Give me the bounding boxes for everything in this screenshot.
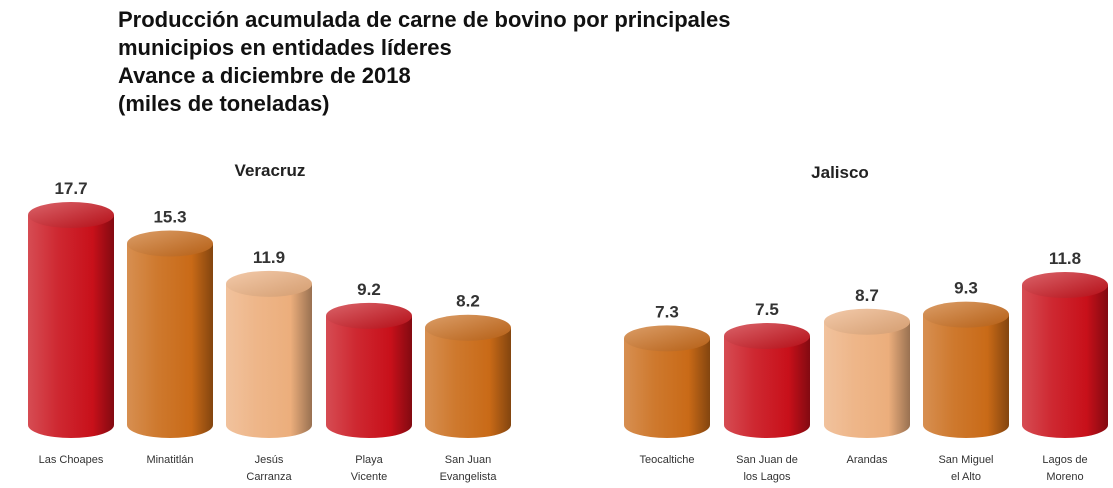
bar — [824, 308, 910, 438]
value-label: 7.5 — [755, 300, 779, 319]
bar — [425, 314, 511, 438]
bar-body — [127, 243, 213, 438]
bar-top — [724, 323, 810, 350]
value-label: 9.2 — [357, 280, 381, 299]
bar-body — [226, 283, 312, 438]
bar — [624, 325, 710, 438]
value-label: 15.3 — [153, 207, 186, 226]
bar — [1022, 272, 1108, 438]
bar-top — [425, 314, 511, 341]
bar-body — [425, 327, 511, 438]
category-label: Las Choapes — [39, 454, 104, 466]
bar-body — [824, 321, 910, 438]
title-line-4: (miles de toneladas) — [118, 91, 330, 116]
category-label: Minatitlán — [146, 454, 193, 466]
value-label: 8.2 — [456, 292, 480, 311]
group-title-2: Jalisco — [811, 163, 869, 182]
category-label: Playa Vicente — [351, 454, 388, 483]
value-label: 7.3 — [655, 302, 679, 321]
bar-top — [127, 230, 213, 257]
category-label: Teocaltiche — [639, 454, 694, 466]
value-label: 11.9 — [253, 248, 285, 267]
bar-top — [1022, 272, 1108, 298]
bar-top — [923, 301, 1009, 328]
bar — [724, 323, 810, 438]
bar — [326, 302, 412, 438]
category-label: San Juan Evangelista — [440, 454, 498, 483]
bar — [226, 270, 312, 438]
bar — [28, 202, 114, 438]
title-line-3: Avance a diciembre de 2018 — [118, 63, 411, 88]
bar-body — [326, 315, 412, 438]
bar-top — [226, 270, 312, 297]
chart-title: Producción acumulada de carne de bovino … — [118, 6, 730, 118]
bar-top — [824, 308, 910, 335]
category-label: Jesús Carranza — [246, 454, 292, 483]
bar-top — [28, 202, 114, 228]
bar-body — [923, 314, 1009, 438]
category-label: San Miguel el Alto — [938, 454, 993, 483]
bar — [127, 230, 213, 438]
bar-body — [28, 215, 114, 438]
bar-top — [326, 302, 412, 329]
value-label: 9.3 — [954, 279, 978, 298]
category-label: Lagos de Moreno — [1042, 454, 1087, 483]
category-label: Arandas — [847, 454, 888, 466]
bar-body — [724, 336, 810, 438]
bar-body — [1022, 285, 1108, 438]
category-label: San Juan de los Lagos — [736, 454, 798, 483]
value-label: 8.7 — [855, 286, 879, 305]
title-line-1: Producción acumulada de carne de bovino … — [118, 7, 731, 32]
group-title-1: Veracruz — [235, 161, 306, 180]
bar-body — [624, 338, 710, 438]
bar-top — [624, 325, 710, 352]
value-label: 11.8 — [1049, 249, 1081, 268]
value-label: 17.7 — [54, 179, 87, 198]
title-line-2: municipios en entidades líderes — [118, 35, 452, 60]
bar — [923, 301, 1009, 438]
